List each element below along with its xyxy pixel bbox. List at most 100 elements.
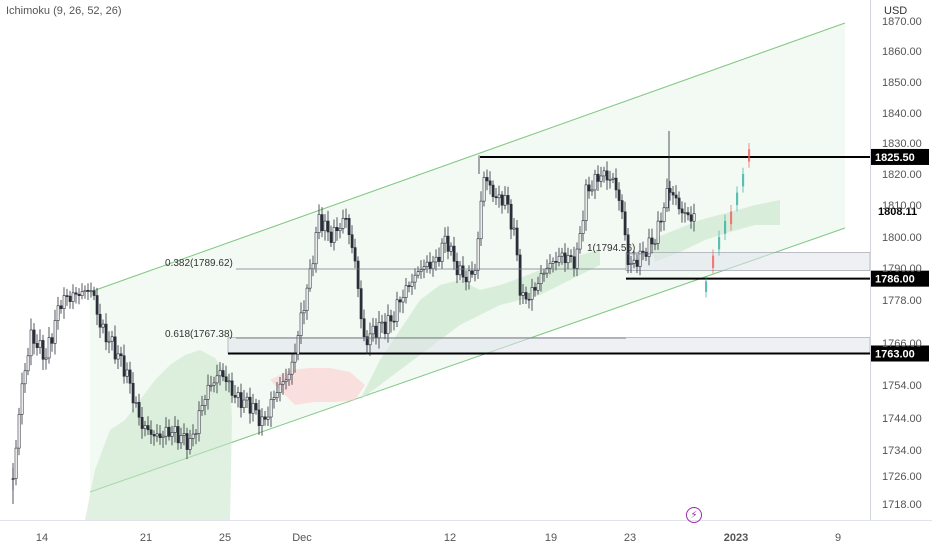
candle-body: [401, 297, 405, 303]
zone-rect[interactable]: [227, 337, 871, 354]
candle-body: [74, 292, 78, 295]
candle-body: [584, 184, 588, 221]
candle-body: [473, 270, 477, 275]
candle-body: [353, 247, 357, 262]
candle-body: [599, 175, 603, 182]
candle-body: [512, 227, 516, 230]
candle-body: [83, 289, 87, 293]
candle-body: [281, 381, 285, 385]
candle-body: [110, 336, 114, 342]
ichimoku-cloud-red: [270, 368, 365, 405]
fib-label: 0.382(1789.62): [165, 258, 233, 269]
candle-body: [29, 329, 33, 357]
candle-body: [311, 263, 315, 270]
candle-body: [521, 292, 525, 296]
candle-body: [188, 438, 192, 450]
candle-body: [230, 380, 234, 396]
candle-body: [413, 274, 417, 283]
candle-body: [272, 397, 276, 400]
candle-body: [125, 369, 129, 377]
candle-body: [368, 333, 372, 346]
candle-body: [575, 248, 579, 269]
candle-body: [182, 433, 186, 436]
candle-body: [173, 426, 177, 433]
candle-body: [452, 245, 456, 262]
channel-upper-line[interactable]: [89, 22, 846, 293]
time-tick-label: 19: [545, 532, 557, 544]
candle-body: [227, 380, 231, 383]
candle-body: [485, 177, 489, 182]
candle-body: [404, 285, 408, 298]
projection-candle: [736, 192, 739, 205]
candle-body: [545, 267, 549, 274]
candle-body: [467, 270, 471, 283]
candle-body: [374, 325, 378, 338]
level-price-tag: [871, 345, 929, 362]
candle-body: [689, 214, 693, 222]
candle-body: [197, 410, 201, 434]
candle-body: [140, 416, 144, 429]
candle-body: [269, 399, 273, 418]
candle-body: [116, 353, 120, 360]
candle-body: [476, 238, 480, 271]
time-axis[interactable]: 14 21 25 Dec 12 19 23 2023 9: [36, 532, 841, 544]
level-price-tag: [871, 148, 929, 165]
zone-rect[interactable]: [625, 252, 871, 271]
projection-candle: [712, 255, 715, 268]
candle-body: [638, 250, 642, 267]
time-axis-divider: [0, 520, 932, 521]
candle-body: [122, 355, 126, 377]
indicator-label[interactable]: Ichimoku (9, 26, 52, 26): [6, 5, 122, 17]
price-tick-label: 1840.00: [882, 108, 922, 120]
candle-body: [611, 177, 615, 180]
candle-body: [290, 361, 294, 375]
candle-body: [275, 392, 279, 398]
axis-divider: [870, 0, 871, 520]
level-price-label: 1825.50: [875, 152, 915, 164]
projection-candle: [748, 149, 751, 162]
candle-body: [677, 197, 681, 210]
candle-body: [665, 188, 669, 209]
candle-body: [359, 288, 363, 320]
candle-body: [161, 435, 165, 438]
candle-body: [101, 323, 105, 328]
candle-body: [143, 425, 147, 429]
candle-body: [482, 177, 486, 202]
candle-body: [509, 203, 513, 230]
candle-body: [644, 251, 648, 257]
price-tick-label: 1800.00: [882, 232, 922, 244]
candle-body: [278, 383, 282, 393]
candle-body: [257, 409, 261, 426]
price-axis[interactable]: 1870.00 1860.00 1850.00 1840.00 1830.00 1820.…: [882, 16, 922, 511]
candle-body: [626, 234, 630, 265]
candle-body: [431, 261, 435, 270]
candle-body: [218, 370, 222, 377]
candle-body: [587, 184, 591, 192]
candle-body: [458, 265, 462, 276]
candle-body: [581, 220, 585, 234]
candle-body: [674, 194, 678, 199]
candle-body: [650, 237, 654, 245]
projection-candle: [705, 281, 708, 292]
candle-body: [149, 429, 153, 435]
candle-body: [422, 266, 426, 271]
candle-body: [248, 396, 252, 414]
candle-body: [206, 384, 210, 400]
candle-body: [437, 256, 441, 262]
lightning-icon[interactable]: ⚡: [686, 507, 702, 523]
candle-body: [419, 269, 423, 272]
candle-body: [20, 383, 24, 415]
candle-body: [578, 233, 582, 250]
fib-layer: 0.382(1789.62) 0.618(1767.38) 1(1794.56): [165, 243, 650, 340]
price-tick-label: 1754.00: [882, 380, 922, 392]
candle-body: [497, 194, 501, 199]
candle-body: [329, 231, 333, 243]
ichimoku-cloud-green-2: [360, 250, 600, 400]
candle-body: [554, 260, 558, 263]
time-tick-label: 9: [835, 532, 841, 544]
candle-body: [119, 353, 123, 357]
candle-body: [392, 320, 396, 323]
candle-body: [38, 340, 42, 348]
